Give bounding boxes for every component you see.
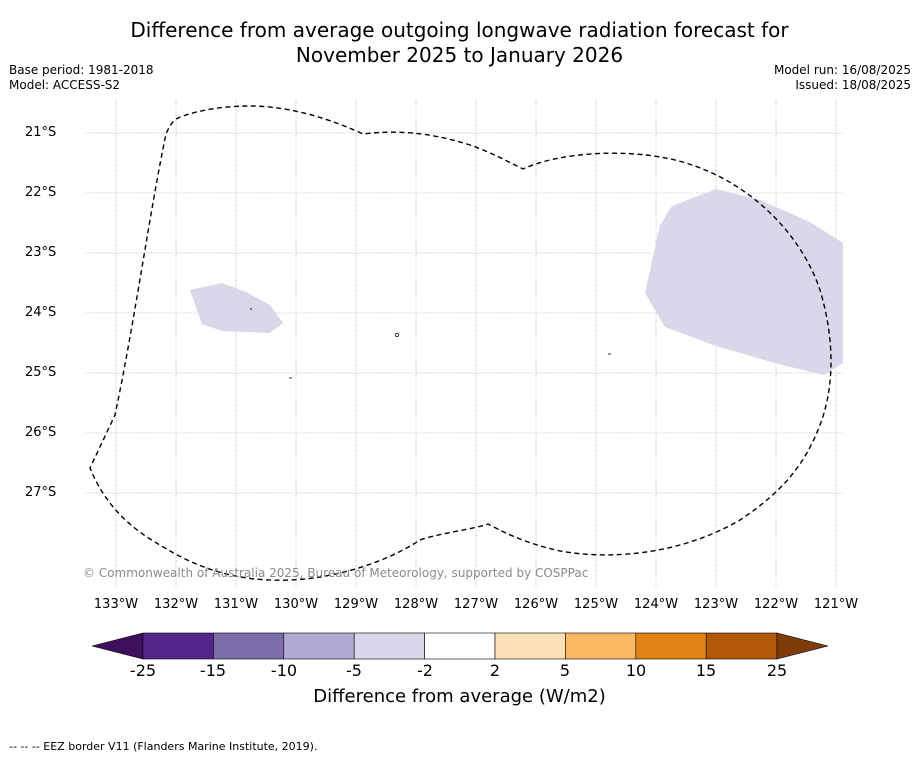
- title-line-2: November 2025 to January 2026: [295, 43, 624, 67]
- lat-label: 26°S: [25, 425, 57, 440]
- lat-label: 23°S: [25, 245, 57, 260]
- lat-label: 24°S: [25, 305, 57, 320]
- colorbar-tick: 2: [489, 661, 501, 680]
- eez-footnote: -- -- -- EEZ border V11 (Flanders Marine…: [9, 740, 318, 753]
- meta-right: Model run: 16/08/2025 Issued: 18/08/2025: [774, 63, 911, 93]
- lon-label: 131°W: [213, 597, 259, 612]
- island-speck: [395, 333, 399, 337]
- colorbar-swatch: [213, 632, 285, 660]
- eez-border: [89, 105, 832, 581]
- colorbar-extend-low: [91, 632, 144, 660]
- lon-label: 132°W: [153, 597, 199, 612]
- meta-left: Base period: 1981-2018 Model: ACCESS-S2: [9, 63, 154, 93]
- colorbar-swatch: [142, 632, 214, 660]
- issued-date: Issued: 18/08/2025: [795, 78, 911, 92]
- anomaly-area-east: [645, 189, 843, 375]
- colorbar-tick: 15: [695, 661, 717, 680]
- colorbar-tick: 5: [559, 661, 571, 680]
- colorbar-swatch: [424, 632, 496, 660]
- colorbar-tick: 10: [625, 661, 647, 680]
- colorbar-swatch: [353, 632, 425, 660]
- lon-label: 130°W: [273, 597, 319, 612]
- model-run: Model run: 16/08/2025: [773, 63, 911, 77]
- lon-label: 121°W: [813, 597, 859, 612]
- lon-label: 127°W: [453, 597, 499, 612]
- lon-label: 126°W: [513, 597, 559, 612]
- base-period: Base period: 1981-2018: [9, 63, 154, 77]
- lon-label: 128°W: [393, 597, 439, 612]
- title-line-1: Difference from average outgoing longwav…: [130, 18, 789, 42]
- lon-label: 125°W: [573, 597, 619, 612]
- colorbar-tick: -10: [270, 661, 298, 680]
- anomaly-area-west: [190, 283, 283, 333]
- lat-label: 27°S: [25, 485, 57, 500]
- colorbar-tick: 25: [766, 661, 788, 680]
- colorbar-tick: -5: [346, 661, 362, 680]
- colorbar-swatch: [635, 632, 707, 660]
- model-name: Model: ACCESS-S2: [9, 78, 121, 92]
- colorbar-tick: -25: [129, 661, 157, 680]
- lon-label: 122°W: [753, 597, 799, 612]
- lon-label: 129°W: [333, 597, 379, 612]
- colorbar-extend-high: [776, 632, 829, 660]
- colorbar-tick: -15: [199, 661, 227, 680]
- lon-label: 123°W: [693, 597, 739, 612]
- lat-label: 22°S: [25, 185, 57, 200]
- colorbar-swatch: [565, 632, 637, 660]
- lon-label: 133°W: [93, 597, 139, 612]
- colorbar-swatch: [283, 632, 355, 660]
- island-speck: [250, 308, 252, 310]
- lat-label: 25°S: [25, 365, 57, 380]
- colorbar: [91, 632, 829, 660]
- colorbar-swatch: [705, 632, 778, 660]
- colorbar-swatch: [494, 632, 566, 660]
- colorbar-label: Difference from average (W/m2): [313, 686, 606, 707]
- lat-label: 21°S: [25, 125, 57, 140]
- lon-label: 124°W: [633, 597, 679, 612]
- map-title: Difference from average outgoing longwav…: [0, 18, 919, 68]
- colorbar-tick: -2: [417, 661, 433, 680]
- copyright-notice: © Commonwealth of Australia 2025, Bureau…: [83, 566, 589, 580]
